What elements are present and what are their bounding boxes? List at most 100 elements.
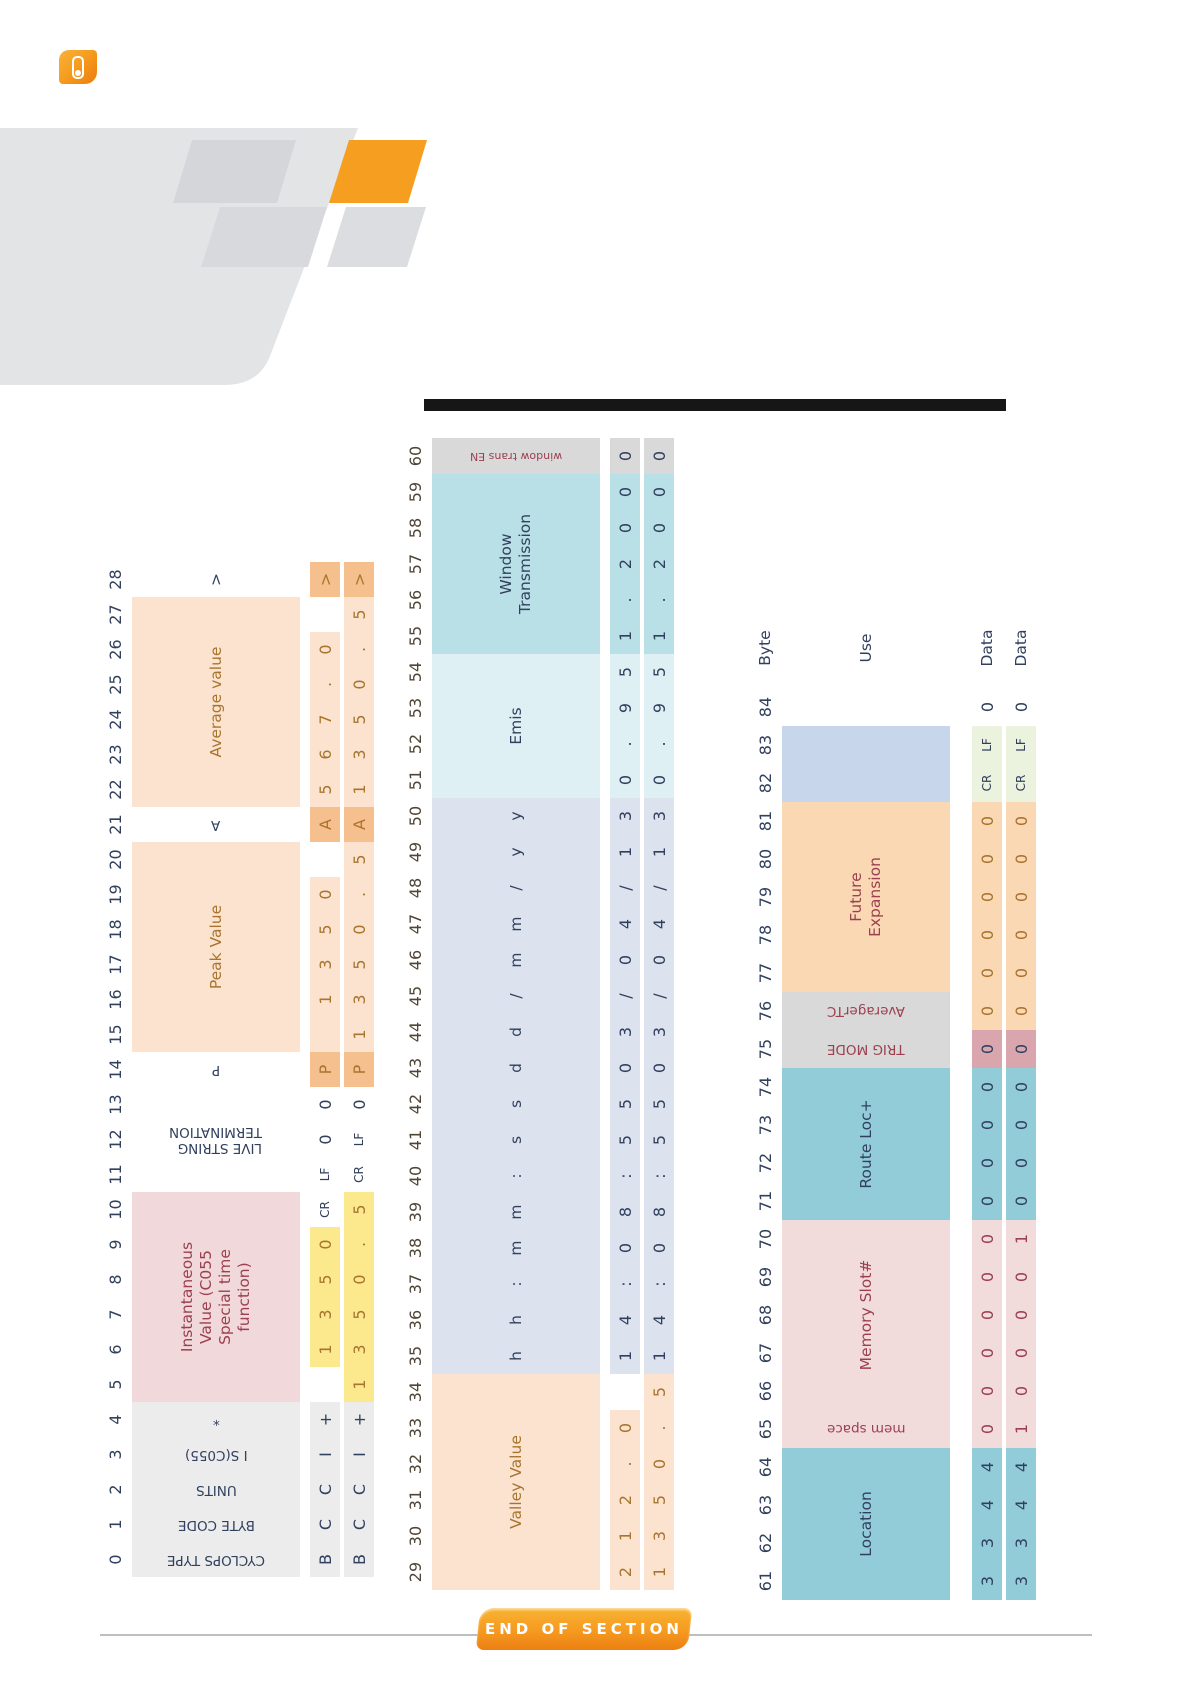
data-cell: 3 xyxy=(644,1014,674,1050)
use-label-cell: I S(C055) xyxy=(132,1437,300,1472)
byte-number: 65 xyxy=(756,1418,775,1440)
data-cell: 0 xyxy=(610,474,640,510)
data-cell: 0 xyxy=(1006,992,1036,1030)
data-cell: CR xyxy=(310,1192,340,1227)
data-cell: 9 xyxy=(610,690,640,726)
byte-number: 21 xyxy=(106,814,125,835)
use-label-cell: Route Loc+ xyxy=(782,1068,950,1220)
data-cell: 0 xyxy=(610,438,640,474)
byte-number: 35 xyxy=(406,1345,425,1367)
data-cell: 3 xyxy=(1006,1562,1036,1600)
use-label: s xyxy=(506,1135,525,1145)
data-cell: CR xyxy=(972,764,1002,802)
byte-number: 4 xyxy=(106,1414,125,1425)
data-cell: CR xyxy=(1006,764,1036,802)
byte-number: 42 xyxy=(406,1093,425,1115)
banner-diamond-orange xyxy=(329,140,427,203)
data-cell: 0 xyxy=(644,942,674,978)
use-label-cell: Location xyxy=(782,1448,950,1600)
use-label: Peak Value xyxy=(206,904,225,990)
use-label: Instantaneous Value (C055 Special time f… xyxy=(178,1241,253,1353)
data-cell: 1 xyxy=(344,772,374,807)
data-cell: LF xyxy=(310,1157,340,1192)
data-cell: . xyxy=(344,1227,374,1262)
byte-number: 20 xyxy=(106,849,125,870)
use-label-cell: h xyxy=(432,1338,600,1374)
data-cell: 0 xyxy=(610,942,640,978)
byte-number: 19 xyxy=(106,884,125,905)
use-label-cell: s xyxy=(432,1086,600,1122)
data-cell: 0 xyxy=(610,1410,640,1446)
byte-number: 30 xyxy=(406,1525,425,1547)
byte-number: 8 xyxy=(106,1274,125,1285)
data-cell: C xyxy=(344,1472,374,1507)
data-cell: 1 xyxy=(310,1332,340,1367)
data-cell: 0 xyxy=(310,632,340,667)
data-column-header: Data xyxy=(972,608,1002,688)
data-cell: . xyxy=(610,1446,640,1482)
data-cell: . xyxy=(644,1410,674,1446)
byte-number: 32 xyxy=(406,1453,425,1475)
byte-number: 22 xyxy=(106,779,125,800)
data-cell: 5 xyxy=(310,1262,340,1297)
byte-number: 40 xyxy=(406,1165,425,1187)
byte-number: 50 xyxy=(406,805,425,827)
data-cell: 5 xyxy=(644,654,674,690)
data-cell: 0 xyxy=(644,510,674,546)
byte-number: 27 xyxy=(106,604,125,625)
byte-number: 69 xyxy=(756,1266,775,1288)
byte-number: 2 xyxy=(106,1484,125,1495)
use-label-cell: mem space xyxy=(782,1410,950,1448)
data-cell: 0 xyxy=(1006,688,1036,726)
byte-number: 7 xyxy=(106,1309,125,1320)
data-cell: 3 xyxy=(344,737,374,772)
banner-diamond-2 xyxy=(201,207,327,267)
data-cell: > xyxy=(310,562,340,597)
use-label: A xyxy=(211,816,221,833)
thermometer-bulb xyxy=(75,69,81,76)
use-label: d xyxy=(506,1027,525,1037)
data-cell: 1 xyxy=(644,1338,674,1374)
data-cell: 0 xyxy=(972,1258,1002,1296)
use-label: : xyxy=(506,1173,525,1179)
data-cell: 3 xyxy=(1006,1524,1036,1562)
byte-number: 49 xyxy=(406,841,425,863)
byte-number: 15 xyxy=(106,1024,125,1045)
byte-number: 63 xyxy=(756,1494,775,1516)
data-cell: 5 xyxy=(610,1086,640,1122)
data-cell: 1 xyxy=(644,834,674,870)
byte-number: 23 xyxy=(106,744,125,765)
byte-number: 47 xyxy=(406,913,425,935)
use-label: CYCLOPS TYPE xyxy=(167,1551,265,1568)
data-cell: 0 xyxy=(972,1144,1002,1182)
header-banner-graphic xyxy=(0,128,427,385)
data-cell: 0 xyxy=(972,992,1002,1030)
data-column-header: Data xyxy=(1006,608,1036,688)
byte-number: 83 xyxy=(756,734,775,756)
use-label: m xyxy=(506,1204,525,1220)
byte-number: 62 xyxy=(756,1532,775,1554)
use-label-cell: : xyxy=(432,1266,600,1302)
data-cell: C xyxy=(310,1507,340,1542)
data-cell: 3 xyxy=(344,1332,374,1367)
data-cell: 0 xyxy=(344,1262,374,1297)
data-cell: B xyxy=(344,1542,374,1577)
byte-number: 58 xyxy=(406,517,425,539)
data-cell: 2 xyxy=(610,1554,640,1590)
use-label: UNITS xyxy=(195,1481,237,1498)
use-label: AveragerTC xyxy=(827,1003,905,1020)
use-row: Location mem space Memory Slot# Route Loc+ T… xyxy=(782,608,950,1600)
data-cell: B xyxy=(310,1542,340,1577)
data-cell: 1 xyxy=(344,1367,374,1402)
byte-number: 3 xyxy=(106,1449,125,1460)
data-cell: 0 xyxy=(1006,878,1036,916)
byte-number: 41 xyxy=(406,1129,425,1151)
byte-number: 80 xyxy=(756,848,775,870)
table-bytes-29-60: 29 30 31 32 33 34 35 36 37 38 39 40 41 42 43 44 45 46 47 48… xyxy=(402,438,674,1590)
use-label: m xyxy=(506,1240,525,1256)
data-cell: 3 xyxy=(610,1014,640,1050)
data-cell: 5 xyxy=(344,1192,374,1227)
data-cell: 0 xyxy=(972,1182,1002,1220)
byte-number: 55 xyxy=(406,625,425,647)
spacer xyxy=(300,562,310,1577)
